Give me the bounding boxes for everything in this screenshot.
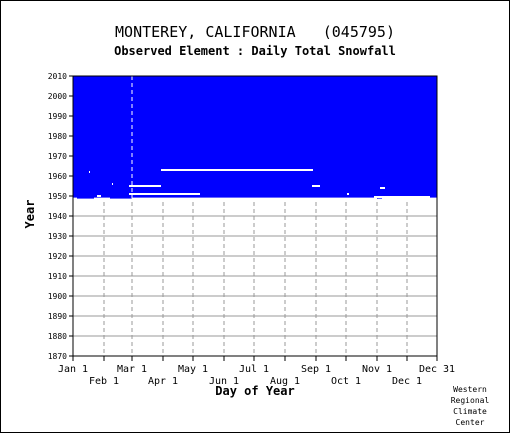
y-tick-label: 1890	[48, 312, 67, 321]
missing-data-segment	[347, 193, 349, 195]
missing-data-segment	[112, 183, 113, 185]
x-tick-label: Jun 1	[209, 376, 239, 387]
credit-line: Western	[453, 385, 487, 394]
y-tick-label: 1920	[48, 252, 67, 261]
missing-data-segment	[380, 187, 385, 189]
missing-data-segment	[382, 197, 437, 200]
x-tick-label: Aug 1	[270, 376, 300, 387]
missing-data-segment	[73, 197, 77, 200]
x-tick-label: Mar 1	[117, 364, 147, 375]
x-tick-label: Oct 1	[331, 376, 361, 387]
y-tick-label: 1960	[48, 172, 67, 181]
y-tick-label: 1930	[48, 232, 67, 241]
y-tick-label: 1880	[48, 332, 67, 341]
y-tick-label: 1870	[48, 352, 67, 361]
x-tick-label: Jul 1	[239, 364, 269, 375]
x-tick-label: Nov 1	[362, 364, 392, 375]
x-tick-label: Dec 1	[392, 376, 422, 387]
credit-line: Center	[455, 418, 485, 427]
missing-data-segment	[94, 197, 110, 200]
missing-data-segment	[129, 185, 161, 187]
x-tick-label: Jan 1	[58, 364, 88, 375]
y-tick-label: 1970	[48, 152, 67, 161]
missing-data-segment	[132, 197, 377, 200]
credit-block: Western Regional Climate Center	[445, 384, 495, 428]
x-tick-label: Apr 1	[148, 376, 178, 387]
chart-title: MONTEREY, CALIFORNIA (045795)	[115, 23, 395, 41]
missing-data-segment	[161, 169, 313, 171]
y-tick-label: 1940	[48, 212, 67, 221]
y-tick-label: 1910	[48, 272, 67, 281]
y-tick-label: 1900	[48, 292, 67, 301]
x-tick-label: May 1	[178, 364, 208, 375]
y-tick-label: 1990	[48, 112, 67, 121]
x-tick-label: Dec 31	[419, 364, 455, 375]
y-tick-label: 2000	[48, 92, 67, 101]
credit-line: Climate	[453, 407, 487, 416]
missing-data-segment	[89, 171, 90, 173]
credit-line: Regional	[450, 396, 490, 405]
missing-data-segment	[312, 185, 320, 187]
y-tick-label: 1980	[48, 132, 67, 141]
x-tick-label: Sep 1	[301, 364, 331, 375]
x-axis-label: Day of Year	[215, 384, 294, 398]
y-tick-label: 2010	[48, 72, 67, 81]
y-axis-label: Year	[23, 200, 37, 229]
chart-subtitle: Observed Element : Daily Total Snowfall	[114, 44, 396, 58]
missing-data-segment	[97, 195, 101, 197]
missing-data-segment	[129, 193, 200, 195]
x-tick-label: Feb 1	[89, 376, 119, 387]
y-tick-label: 1950	[48, 192, 67, 201]
data-coverage-block	[73, 76, 437, 199]
missing-data-segment	[374, 196, 430, 198]
